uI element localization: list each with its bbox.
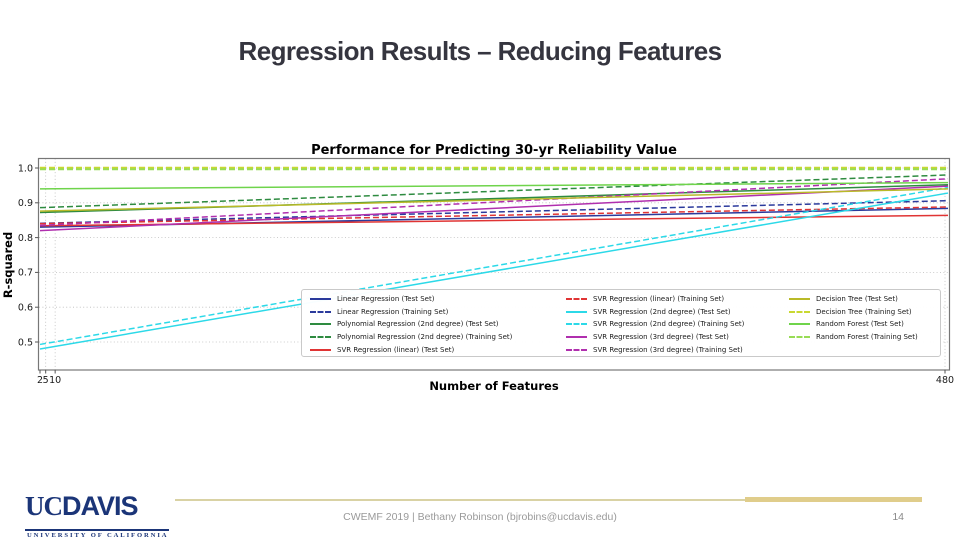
legend-item-random-forest-training-set: Random Forest (Training Set) xyxy=(789,331,940,344)
legend-swatch xyxy=(310,348,331,351)
slide-title: Regression Results – Reducing Features xyxy=(238,36,723,66)
legend-item-svr-regression-3rd-degree-test-set: SVR Regression (3rd degree) (Test Set) xyxy=(566,331,789,344)
legend-column-3: Decision Tree (Test Set) Decision Tree (T… xyxy=(789,293,940,356)
y-tick-label-0.6: 0.6 xyxy=(18,303,33,314)
series-line-svr-regression-2nd-degree-training-set xyxy=(39,186,949,346)
footer-divider-thick xyxy=(745,497,922,502)
performance-chart: Performance for Predicting 30-yr Reliabi… xyxy=(1,143,954,393)
legend-item-svr-regression-2nd-degree-test-set: SVR Regression (2nd degree) (Test Set) xyxy=(566,306,789,319)
logo-uc-text: UC xyxy=(25,491,63,521)
series-line-polynomial-regression-2nd-degree-training-set xyxy=(39,174,949,209)
legend-swatch xyxy=(789,310,810,313)
legend-swatch xyxy=(566,348,587,351)
x-tick-label-5: 5 xyxy=(43,375,49,386)
legend-label: Random Forest (Training Set) xyxy=(816,333,918,342)
y-axis-label: R-squared xyxy=(1,232,15,298)
series-line-svr-regression-3rd-degree-training-set xyxy=(39,178,949,227)
footer-text: CWEMF 2019 | Bethany Robinson (bjrobins@… xyxy=(343,511,617,523)
y-tick-label-0.9: 0.9 xyxy=(18,198,33,209)
legend-label: Decision Tree (Test Set) xyxy=(816,295,898,304)
series-line-svr-regression-linear-training-set xyxy=(39,206,949,225)
legend-label: Linear Regression (Test Set) xyxy=(337,295,435,304)
y-tick-label-1: 1.0 xyxy=(18,163,33,174)
chart-title: Performance for Predicting 30-yr Reliabi… xyxy=(311,143,677,158)
x-axis-label: Number of Features xyxy=(429,379,559,393)
series-line-svr-regression-3rd-degree-test-set xyxy=(39,185,949,232)
legend-item-decision-tree-training-set: Decision Tree (Training Set) xyxy=(789,306,940,319)
legend-item-linear-regression-training-set: Linear Regression (Training Set) xyxy=(310,306,566,319)
legend-swatch xyxy=(789,298,810,301)
tick-layer xyxy=(35,167,946,374)
legend-item-decision-tree-test-set: Decision Tree (Test Set) xyxy=(789,293,940,306)
legend-swatch xyxy=(566,298,587,301)
y-tick-label-0.7: 0.7 xyxy=(18,268,33,279)
series-line-svr-regression-2nd-degree-test-set xyxy=(39,192,949,350)
tick-label-layer: 2 5 10 480 0.5 0.6 0.7 0.8 0.9 1.0 xyxy=(18,163,954,386)
legend-column-2: SVR Regression (linear) (Training Set) SV… xyxy=(566,293,789,356)
legend-label: Random Forest (Test Set) xyxy=(816,320,904,329)
series-line-random-forest-test-set xyxy=(39,181,949,190)
chart-legend: Linear Regression (Test Set) Linear Regre… xyxy=(301,289,941,357)
x-tick-label-480: 480 xyxy=(936,375,954,386)
legend-swatch xyxy=(310,310,331,313)
logo-davis-text: DAVIS xyxy=(62,491,139,521)
legend-label: Polynomial Regression (2nd degree) (Trai… xyxy=(337,333,513,342)
legend-item-random-forest-test-set: Random Forest (Test Set) xyxy=(789,318,940,331)
ucdavis-wordmark: UCDAVIS xyxy=(25,493,169,524)
legend-label: Linear Regression (Training Set) xyxy=(337,307,449,316)
series-line-svr-regression-linear-test-set xyxy=(39,214,949,227)
legend-label: SVR Regression (2nd degree) (Training Se… xyxy=(593,320,745,329)
legend-swatch xyxy=(310,298,331,301)
plot-border xyxy=(37,157,951,371)
legend-swatch xyxy=(310,336,331,339)
ucdavis-logo: UCDAVIS UNIVERSITY OF CALIFORNIA xyxy=(25,493,170,540)
series-layer xyxy=(39,166,949,350)
logo-subtitle: UNIVERSITY OF CALIFORNIA xyxy=(25,529,170,540)
legend-swatch xyxy=(789,323,810,326)
legend-label: SVR Regression (linear) (Test Set) xyxy=(337,345,455,354)
legend-label: SVR Regression (2nd degree) (Test Set) xyxy=(593,307,731,316)
legend-item-polynomial-regression-2nd-degree-test-set: Polynomial Regression (2nd degree) (Test… xyxy=(310,318,566,331)
legend-item-svr-regression-3rd-degree-training-set: SVR Regression (3rd degree) (Training Se… xyxy=(566,343,789,356)
legend-label: SVR Regression (3rd degree) (Test Set) xyxy=(593,333,729,342)
legend-item-linear-regression-test-set: Linear Regression (Test Set) xyxy=(310,293,566,306)
x-tick-label-2: 2 xyxy=(37,375,43,386)
legend-label: Polynomial Regression (2nd degree) (Test… xyxy=(337,320,499,329)
legend-label: Decision Tree (Training Set) xyxy=(816,307,912,316)
legend-item-svr-regression-linear-test-set: SVR Regression (linear) (Test Set) xyxy=(310,343,566,356)
series-line-linear-regression-training-set xyxy=(39,199,949,225)
chart-area: Performance for Predicting 30-yr Reliabi… xyxy=(0,120,960,400)
legend-item-svr-regression-2nd-degree-training-set: SVR Regression (2nd degree) (Training Se… xyxy=(566,318,789,331)
legend-column-1: Linear Regression (Test Set) Linear Regre… xyxy=(310,293,566,356)
page-number: 14 xyxy=(892,511,904,523)
x-tick-label-10: 10 xyxy=(49,375,61,386)
legend-swatch xyxy=(566,310,587,313)
y-tick-label-0.8: 0.8 xyxy=(18,233,33,244)
y-tick-label-0.5: 0.5 xyxy=(18,337,33,348)
legend-item-svr-regression-linear-training-set: SVR Regression (linear) (Training Set) xyxy=(566,293,789,306)
footer-divider-thin xyxy=(175,499,745,501)
legend-swatch xyxy=(789,336,810,339)
legend-label: SVR Regression (3rd degree) (Training Se… xyxy=(593,345,743,354)
legend-swatch xyxy=(566,323,587,326)
legend-swatch xyxy=(310,323,331,326)
legend-label: SVR Regression (linear) (Training Set) xyxy=(593,295,725,304)
legend-item-polynomial-regression-2nd-degree-training-set: Polynomial Regression (2nd degree) (Trai… xyxy=(310,331,566,344)
series-line-decision-tree-test-set xyxy=(39,188,949,212)
legend-swatch xyxy=(566,336,587,339)
